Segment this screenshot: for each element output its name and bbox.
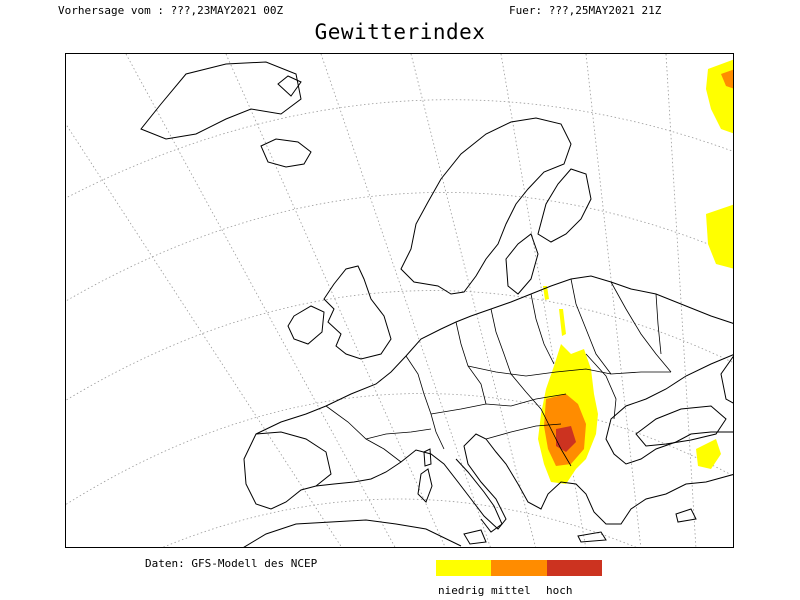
shading-low-ne-corner xyxy=(706,59,733,134)
black-sea-outline xyxy=(635,405,727,447)
legend-label-high: hoch xyxy=(546,584,573,597)
graticule xyxy=(66,54,733,547)
europe-map xyxy=(66,54,733,547)
coastlines xyxy=(140,61,733,547)
great-britain-outline xyxy=(323,265,392,360)
legend-swatch-low xyxy=(436,560,492,576)
shading-low-poland-strip xyxy=(543,286,566,336)
map-title: Gewitterindex xyxy=(314,20,486,44)
north-africa-coast xyxy=(243,519,462,547)
legend-color-bar xyxy=(436,560,602,576)
shading-high-balkans xyxy=(556,426,576,452)
valid-time-label: Fuer: ???,25MAY2021 21Z xyxy=(509,4,662,17)
scandinavia-outline xyxy=(400,117,572,295)
legend-swatch-high xyxy=(546,560,602,576)
map-panel xyxy=(65,53,734,548)
finland-outline xyxy=(537,168,592,243)
forecast-run-label: Vorhersage vom : ???,23MAY2021 00Z xyxy=(58,4,284,17)
ireland-outline xyxy=(287,305,325,345)
legend-label-low: niedrig xyxy=(438,584,485,597)
legend-label-medium: mittel xyxy=(491,584,531,597)
legend-swatch-medium xyxy=(491,560,547,576)
shading-medium-ne-corner xyxy=(721,69,733,89)
country-borders xyxy=(325,278,672,467)
data-source-label: Daten: GFS-Modell des NCEP xyxy=(145,557,318,570)
shading-low-turkey xyxy=(696,439,721,469)
greenland-outline xyxy=(140,61,302,140)
index-shading xyxy=(538,59,733,484)
iceland-outline xyxy=(260,138,312,168)
continent-outline xyxy=(243,275,733,530)
shading-low-east xyxy=(706,204,733,269)
italy-outline xyxy=(455,458,503,533)
